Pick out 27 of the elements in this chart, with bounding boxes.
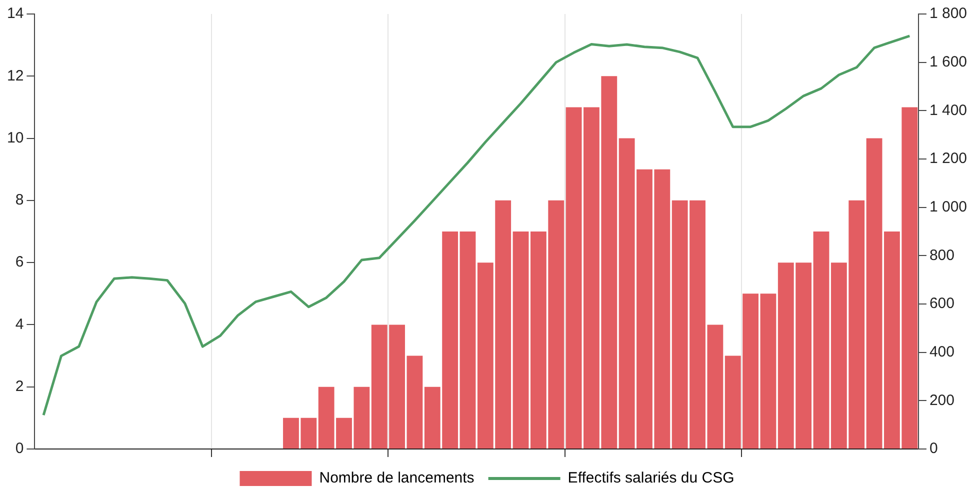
y2-tick-label: 600 (929, 295, 954, 312)
y2-tick-label: 1 400 (929, 102, 968, 119)
y-tick-label: 0 (15, 440, 24, 458)
y2-tick-label: 400 (929, 343, 954, 360)
bar (760, 294, 776, 448)
y-tick-label: 8 (15, 192, 24, 209)
y2-tick-label: 1 600 (929, 53, 968, 70)
y2-tick-label: 1 800 (929, 5, 968, 22)
bar (460, 232, 476, 448)
legend-label: Nombre de lancements (319, 470, 474, 487)
y-tick-label: 12 (6, 67, 24, 84)
bar (866, 138, 882, 448)
y-tick-label: 4 (15, 316, 24, 333)
bar (566, 107, 582, 448)
y2-tick-label: 1 200 (929, 150, 968, 168)
bar (813, 232, 830, 448)
y2-tick-label: 200 (929, 392, 954, 409)
bar (406, 356, 423, 448)
bar (512, 232, 529, 448)
y2-tick-label: 800 (929, 246, 954, 264)
y-tick-label: 6 (15, 254, 24, 271)
y-tick-label: 2 (15, 378, 24, 395)
y2-tick-label: 1 000 (929, 198, 968, 216)
y-tick-label: 10 (6, 129, 24, 146)
y-tick-label: 14 (6, 5, 24, 22)
legend-label: Effectifs salariés du CSG (568, 470, 734, 487)
y2-tick-label: 0 (929, 440, 938, 458)
